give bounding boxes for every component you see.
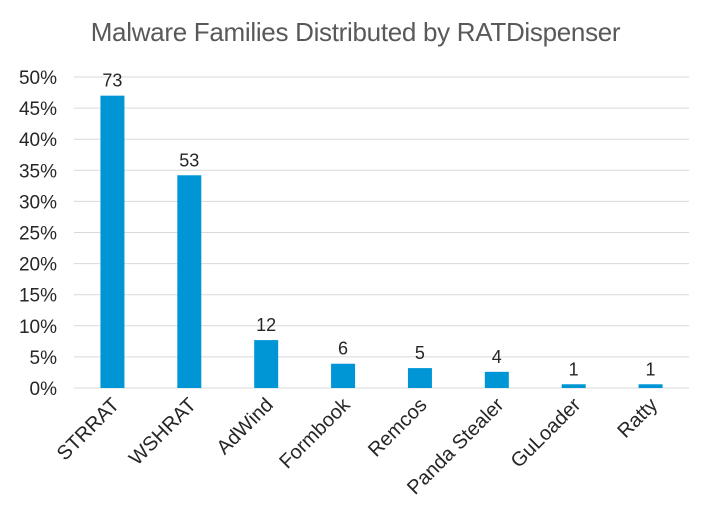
x-tick-label: Ratty [614, 394, 663, 443]
x-tick-label: WSHRAT [125, 394, 201, 470]
y-tick-label: 0% [30, 379, 58, 400]
y-tick-label: 5% [30, 348, 58, 369]
data-label: 5 [415, 343, 425, 363]
data-label: 53 [179, 150, 199, 170]
y-tick-label: 10% [19, 317, 57, 338]
bar [561, 384, 586, 388]
data-label: 1 [646, 359, 656, 379]
y-tick-label: 50% [19, 68, 57, 89]
y-tick-label: 30% [19, 192, 57, 213]
x-tick-label: GuLoader [507, 394, 586, 473]
y-tick-label: 15% [19, 286, 57, 307]
data-label: 73 [102, 71, 122, 91]
bar [177, 175, 202, 388]
x-tick-label: STRRAT [53, 394, 124, 465]
bar [254, 340, 279, 388]
x-tick-label: AdWind [213, 394, 278, 459]
y-tick-label: 45% [19, 99, 57, 120]
y-tick-label: 20% [19, 255, 57, 276]
bar [638, 384, 663, 388]
y-tick-label: 40% [19, 130, 57, 151]
y-tick-label: 35% [19, 161, 57, 182]
bar [100, 95, 125, 388]
data-labels: 73 53 12 6 5 4 1 1 [102, 71, 655, 380]
y-tick-label: 25% [19, 224, 57, 245]
bars [100, 95, 663, 388]
data-label: 12 [256, 315, 276, 335]
y-axis-ticks: 0% 5% 10% 15% 20% 25% 30% 35% 40% 45% 50% [19, 68, 57, 400]
x-tick-label: Formbook [275, 393, 355, 473]
bar [331, 363, 356, 388]
chart-title: Malware Families Distributed by RATDispe… [90, 17, 621, 47]
data-label: 6 [338, 339, 348, 359]
data-label: 1 [569, 359, 579, 379]
x-tick-label: Remcos [364, 394, 431, 461]
data-label: 4 [492, 347, 502, 367]
gridlines [74, 76, 689, 389]
bar [484, 371, 509, 388]
bar [407, 368, 432, 388]
